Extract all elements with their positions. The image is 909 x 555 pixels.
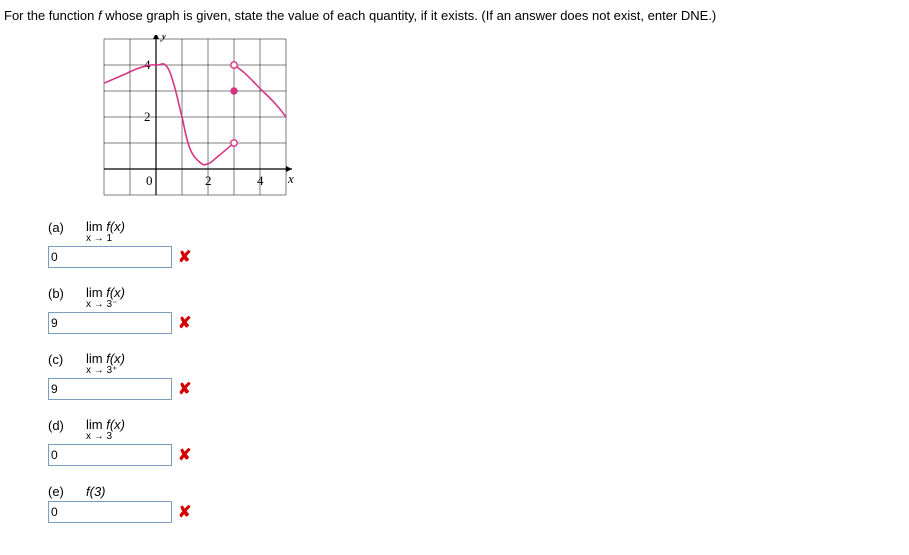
answer-input[interactable] [48, 444, 172, 466]
prompt-post: whose graph is given, state the value of… [102, 8, 717, 23]
svg-text:4: 4 [257, 173, 264, 188]
question-expression: lim f(x)x → 1 [86, 220, 125, 244]
incorrect-icon: ✘ [178, 445, 191, 465]
answer-row: ✘ [48, 246, 905, 268]
question-label: (e) [48, 484, 74, 499]
limit-notation: lim f(x)x → 3⁺ [86, 352, 125, 376]
svg-text:2: 2 [205, 173, 212, 188]
question-block: (e) f(3) ✘ [48, 484, 905, 523]
answer-row: ✘ [48, 444, 905, 466]
question-expression: f(3) [86, 484, 106, 499]
answer-row: ✘ [48, 312, 905, 334]
question-row: (d) lim f(x)x → 3 [48, 418, 905, 442]
question-expression: lim f(x)x → 3⁺ [86, 352, 125, 376]
question-expression: lim f(x)x → 3⁻ [86, 286, 125, 310]
question-label: (d) [48, 418, 74, 433]
svg-text:2: 2 [144, 109, 151, 124]
incorrect-icon: ✘ [178, 313, 191, 333]
svg-text:x: x [287, 171, 294, 186]
graph-container: 02424yx [94, 35, 905, 202]
svg-text:0: 0 [146, 173, 153, 188]
incorrect-icon: ✘ [178, 247, 191, 267]
incorrect-icon: ✘ [178, 379, 191, 399]
question-expression: lim f(x)x → 3 [86, 418, 125, 442]
question-label: (c) [48, 352, 74, 367]
answer-input[interactable] [48, 501, 172, 523]
answer-input[interactable] [48, 378, 172, 400]
incorrect-icon: ✘ [178, 502, 191, 522]
question-row: (e) f(3) [48, 484, 905, 499]
question-row: (c) lim f(x)x → 3⁺ [48, 352, 905, 376]
function-graph: 02424yx [94, 35, 296, 202]
svg-text:y: y [159, 35, 167, 42]
question-label: (b) [48, 286, 74, 301]
question-block: (d) lim f(x)x → 3 ✘ [48, 418, 905, 466]
answer-row: ✘ [48, 378, 905, 400]
question-block: (c) lim f(x)x → 3⁺ ✘ [48, 352, 905, 400]
prompt-text: For the function f whose graph is given,… [4, 8, 905, 23]
question-block: (a) lim f(x)x → 1 ✘ [48, 220, 905, 268]
limit-notation: lim f(x)x → 3⁻ [86, 286, 125, 310]
question-row: (a) lim f(x)x → 1 [48, 220, 905, 244]
limit-notation: lim f(x)x → 1 [86, 220, 125, 244]
question-row: (b) lim f(x)x → 3⁻ [48, 286, 905, 310]
limit-notation: lim f(x)x → 3 [86, 418, 125, 442]
prompt-pre: For the function [4, 8, 98, 23]
function-value: f(3) [86, 484, 106, 499]
answer-row: ✘ [48, 501, 905, 523]
answer-input[interactable] [48, 312, 172, 334]
questions-list: (a) lim f(x)x → 1 ✘ (b) lim f(x)x → 3⁻ ✘ (c) li… [48, 220, 905, 523]
question-block: (b) lim f(x)x → 3⁻ ✘ [48, 286, 905, 334]
question-label: (a) [48, 220, 74, 235]
answer-input[interactable] [48, 246, 172, 268]
